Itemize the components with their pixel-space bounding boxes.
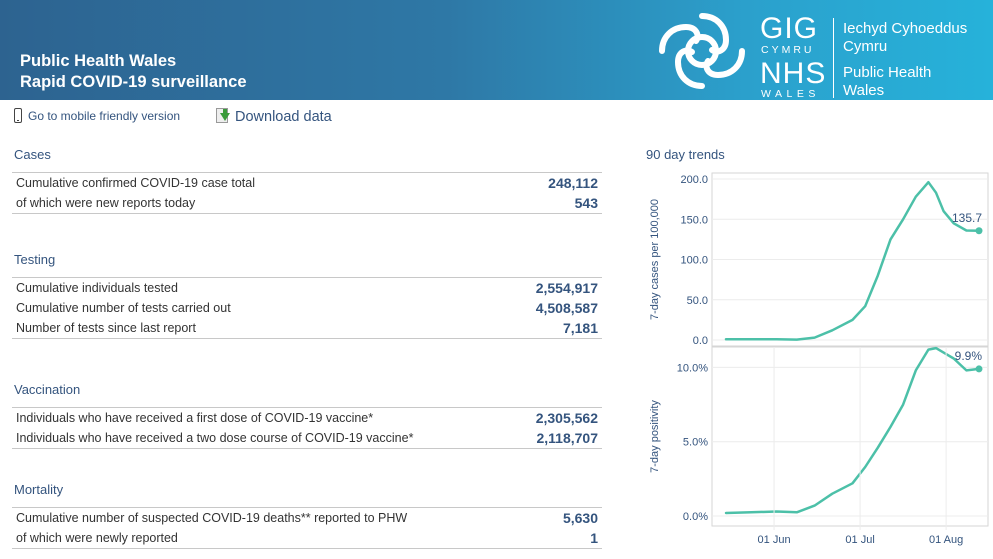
y-tick-label: 10.0%: [677, 362, 708, 374]
trends-chart: 0.0 50.0 100.0 150.0 200.0 7-day cases per 10…: [649, 172, 989, 546]
stat-value: 4,508,587: [535, 300, 598, 316]
logo-welsh-name: Iechyd Cyhoeddus Cymru: [843, 20, 967, 56]
download-icon: [216, 108, 230, 125]
vaccination-section-title: Vaccination: [14, 382, 81, 397]
mortality-table: Cumulative number of suspected COVID-19 …: [12, 507, 602, 549]
stat-value: 543: [574, 195, 598, 211]
logo-english-line-2: Wales: [843, 82, 885, 99]
x-tick-label: 01 Aug: [929, 534, 963, 546]
table-row: Cumulative number of tests carried out 4…: [12, 298, 602, 318]
table-row: Individuals who have received a first do…: [12, 408, 602, 428]
y-tick-label: 50.0: [687, 295, 708, 307]
logo-english-line-1: Public Health: [843, 64, 932, 81]
y-tick-label: 100.0: [680, 255, 708, 267]
x-tick-label: 01 Jun: [758, 534, 791, 546]
x-tick-label: 01 Jul: [845, 534, 874, 546]
testing-table: Cumulative individuals tested 2,554,917 …: [12, 277, 602, 339]
logo-cymru-text: CYMRU: [761, 44, 815, 56]
stat-label: of which were newly reported: [16, 531, 178, 545]
logo-wales-text: WALES: [761, 88, 820, 100]
table-row: of which were new reports today 543: [12, 193, 602, 213]
stat-value: 5,630: [562, 510, 598, 526]
vaccination-table: Individuals who have received a first do…: [12, 407, 602, 449]
stat-value: 2,554,917: [535, 280, 598, 296]
end-point-marker: [975, 227, 983, 235]
logo-welsh-line-1: Iechyd Cyhoeddus: [843, 20, 968, 37]
table-row: of which were newly reported 1: [12, 528, 602, 548]
title-line-1: Public Health Wales: [20, 52, 177, 70]
table-row: Cumulative number of suspected COVID-19 …: [12, 508, 602, 528]
stat-label: Cumulative individuals tested: [16, 281, 178, 295]
y-axis-label: 7-day cases per 100,000: [649, 199, 661, 320]
mobile-version-label: Go to mobile friendly version: [28, 108, 181, 123]
stat-label: Cumulative number of suspected COVID-19 …: [16, 511, 408, 525]
cases-table: Cumulative confirmed COVID-19 case total…: [12, 172, 602, 214]
testing-section-title: Testing: [14, 252, 56, 267]
stat-label: Cumulative confirmed COVID-19 case total: [16, 176, 255, 190]
stat-label: Number of tests since last report: [16, 321, 196, 335]
end-point-marker: [975, 365, 983, 373]
stat-value: 7,181: [562, 320, 598, 336]
stat-label: Individuals who have received a two dose…: [16, 431, 414, 445]
logo-gig-text: GIG: [760, 12, 819, 45]
y-tick-label: 5.0%: [683, 437, 708, 449]
series-line: [724, 346, 981, 515]
trends-title: 90 day trends: [646, 147, 725, 162]
logo-nhs-text: NHS: [760, 57, 827, 90]
mortality-section-title: Mortality: [14, 482, 64, 497]
series-line: [724, 180, 981, 341]
logo-divider: [833, 18, 834, 98]
y-tick-label: 200.0: [680, 174, 708, 186]
table-row: Number of tests since last report 7,181: [12, 318, 602, 338]
y-axis-label: 7-day positivity: [649, 400, 661, 473]
download-data-link[interactable]: Download data: [216, 108, 332, 125]
header-banner: Public Health Wales Rapid COVID-19 surve…: [0, 0, 993, 100]
end-value-label: 135.7: [952, 211, 982, 225]
logo-english-name: Public Health Wales: [843, 64, 931, 100]
mobile-phone-icon: [14, 108, 22, 123]
stat-value: 248,112: [548, 175, 598, 191]
title-line-2: Rapid COVID-19 surveillance: [20, 73, 247, 91]
table-row: Cumulative individuals tested 2,554,917: [12, 278, 602, 298]
stat-label: Individuals who have received a first do…: [16, 411, 374, 425]
download-data-label: Download data: [235, 108, 332, 125]
y-tick-label: 150.0: [680, 214, 708, 226]
table-row: Individuals who have received a two dose…: [12, 428, 602, 448]
end-value-label: 9.9%: [955, 349, 983, 363]
page-title: Public Health Wales Rapid COVID-19 surve…: [20, 51, 247, 93]
logo-welsh-line-2: Cymru: [843, 38, 888, 55]
cases-section-title: Cases: [14, 147, 51, 162]
stat-label: of which were new reports today: [16, 196, 196, 210]
y-tick-label: 0.0%: [683, 511, 708, 523]
mobile-version-link[interactable]: Go to mobile friendly version: [14, 108, 180, 123]
stat-value: 2,305,562: [535, 410, 598, 426]
stat-label: Cumulative number of tests carried out: [16, 301, 231, 315]
celtic-knot-logo-icon: [659, 13, 745, 89]
stat-value: 2,118,707: [536, 430, 598, 446]
plot-frame: [711, 346, 989, 527]
y-tick-label: 0.0: [693, 335, 708, 347]
table-row: Cumulative confirmed COVID-19 case total…: [12, 173, 602, 193]
stat-value: 1: [590, 530, 598, 546]
